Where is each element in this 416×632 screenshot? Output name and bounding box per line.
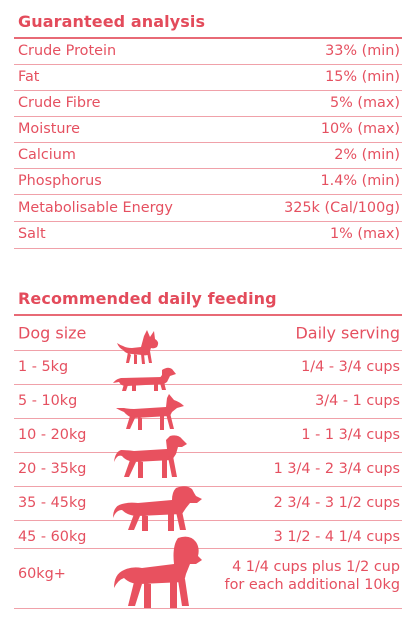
daily-serving: 1 - 1 3/4 cups [301, 427, 400, 443]
analysis-row: Phosphorus 1.4% (min) [18, 168, 400, 194]
labrador-icon [114, 435, 187, 478]
feeding-row: 20 - 35kg 1 3/4 - 2 3/4 cups [18, 452, 400, 486]
divider [14, 418, 402, 419]
retriever-icon [113, 486, 202, 531]
dog-size: 35 - 45kg [18, 495, 87, 511]
analysis-row: Fat 15% (min) [18, 64, 400, 90]
dog-size: 1 - 5kg [18, 359, 69, 375]
feeding-title: Recommended daily feeding [18, 289, 277, 308]
divider [14, 314, 402, 316]
divider [14, 350, 402, 351]
divider [14, 64, 402, 65]
analysis-row: Crude Fibre 5% (max) [18, 90, 400, 116]
daily-serving: 2 3/4 - 3 1/2 cups [273, 495, 400, 511]
daily-serving: 3/4 - 1 cups [315, 393, 400, 409]
dog-size: 5 - 10kg [18, 393, 78, 409]
analysis-title: Guaranteed analysis [18, 12, 206, 31]
feeding-row: 10 - 20kg 1 - 1 3/4 cups [18, 418, 400, 452]
divider [14, 142, 402, 143]
analysis-label: Moisture [18, 121, 80, 137]
daily-serving-line: 4 1/4 cups plus 1/2 cup [232, 559, 400, 575]
daily-serving: 3 1/2 - 4 1/4 cups [273, 529, 400, 545]
divider [14, 248, 402, 249]
analysis-row: Metabolisable Energy 325k (Cal/100g) [18, 195, 400, 221]
divider [14, 168, 402, 169]
dog-size: 10 - 20kg [18, 427, 87, 443]
feeding-row: 1 - 5kg 1/4 - 3/4 cups [18, 350, 400, 384]
analysis-label: Calcium [18, 147, 76, 163]
divider [14, 221, 402, 222]
dog-size: 45 - 60kg [18, 529, 87, 545]
feeding-header: Dog size Daily serving [18, 316, 400, 350]
column-header-dog-size: Dog size [18, 323, 87, 343]
dog-size: 60kg+ [18, 566, 66, 582]
analysis-row: Salt 1% (max) [18, 221, 400, 247]
analysis-value: 2% (min) [334, 147, 400, 163]
divider [14, 194, 402, 195]
analysis-value: 5% (max) [330, 95, 400, 111]
analysis-value: 15% (min) [325, 69, 400, 85]
analysis-value: 1.4% (min) [320, 173, 401, 189]
analysis-label: Crude Fibre [18, 95, 101, 111]
divider [14, 116, 402, 117]
analysis-row: Moisture 10% (max) [18, 116, 400, 142]
analysis-value: 1% (max) [330, 226, 400, 242]
analysis-label: Fat [18, 69, 40, 85]
daily-serving-line: for each additional 10kg [224, 577, 400, 593]
analysis-row: Crude Protein 33% (min) [18, 38, 400, 64]
analysis-label: Metabolisable Energy [18, 200, 173, 216]
analysis-label: Phosphorus [18, 173, 102, 189]
dachshund-icon [113, 367, 176, 391]
analysis-value: 33% (min) [325, 43, 400, 59]
daily-serving: 1/4 - 3/4 cups [301, 359, 400, 375]
column-header-daily-serving: Daily serving [295, 323, 400, 343]
analysis-label: Salt [18, 226, 46, 242]
feeding-row: 60kg+ 4 1/4 cups plus 1/2 cup for each a… [18, 550, 400, 600]
chihuahua-icon [117, 330, 159, 364]
analysis-value: 10% (max) [320, 121, 400, 137]
divider [14, 37, 402, 39]
divider [14, 520, 402, 521]
divider [14, 608, 402, 609]
daily-serving: 4 1/4 cups plus 1/2 cup for each additio… [225, 558, 400, 594]
feeding-row: 35 - 45kg 2 3/4 - 3 1/2 cups [18, 486, 400, 520]
analysis-row: Calcium 2% (min) [18, 142, 400, 168]
analysis-value: 325k (Cal/100g) [284, 200, 400, 216]
divider [14, 384, 402, 385]
giant-dog-icon [114, 536, 202, 608]
dog-size: 20 - 35kg [18, 461, 87, 477]
divider [14, 548, 402, 549]
divider [14, 486, 402, 487]
feeding-row: 5 - 10kg 3/4 - 1 cups [18, 384, 400, 418]
feeding-row: 45 - 60kg 3 1/2 - 4 1/4 cups [18, 520, 400, 554]
medium-dog-icon [116, 394, 184, 430]
divider [14, 452, 402, 453]
daily-serving: 1 3/4 - 2 3/4 cups [273, 461, 400, 477]
divider [14, 90, 402, 91]
analysis-label: Crude Protein [18, 43, 117, 59]
